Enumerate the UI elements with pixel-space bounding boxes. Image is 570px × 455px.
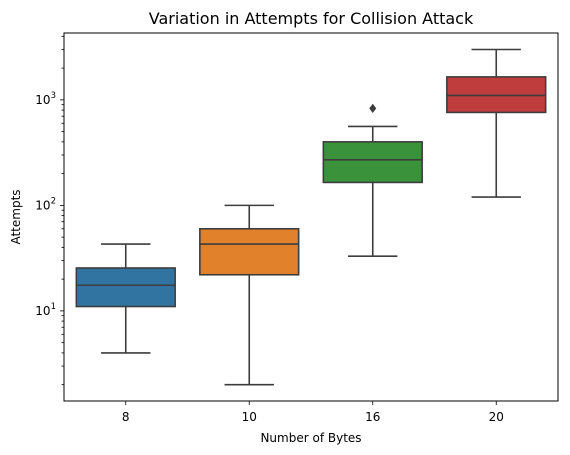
x-axis-label: Number of Bytes (260, 431, 361, 445)
box-iqr (75, 267, 176, 308)
x-tick-label: 20 (489, 410, 504, 424)
y-tick-label: 101 (35, 302, 56, 318)
box-iqr (199, 227, 300, 276)
box-10 (199, 204, 300, 386)
box-iqr (446, 76, 547, 114)
y-tick-label: 103 (35, 91, 56, 107)
plot-area (75, 48, 547, 386)
outlier-point (369, 103, 377, 114)
y-axis-label: Attempts (9, 189, 23, 244)
y-tick-label: 102 (35, 196, 56, 212)
chart-title: Variation in Attempts for Collision Atta… (149, 9, 474, 28)
x-tick-label: 16 (365, 410, 380, 424)
plot-frame (63, 32, 559, 402)
box-iqr (322, 141, 423, 184)
x-tick-label: 8 (122, 410, 130, 424)
x-tick-label: 10 (242, 410, 257, 424)
box-8 (75, 243, 176, 354)
box-16 (322, 103, 423, 257)
box-20 (446, 48, 547, 198)
